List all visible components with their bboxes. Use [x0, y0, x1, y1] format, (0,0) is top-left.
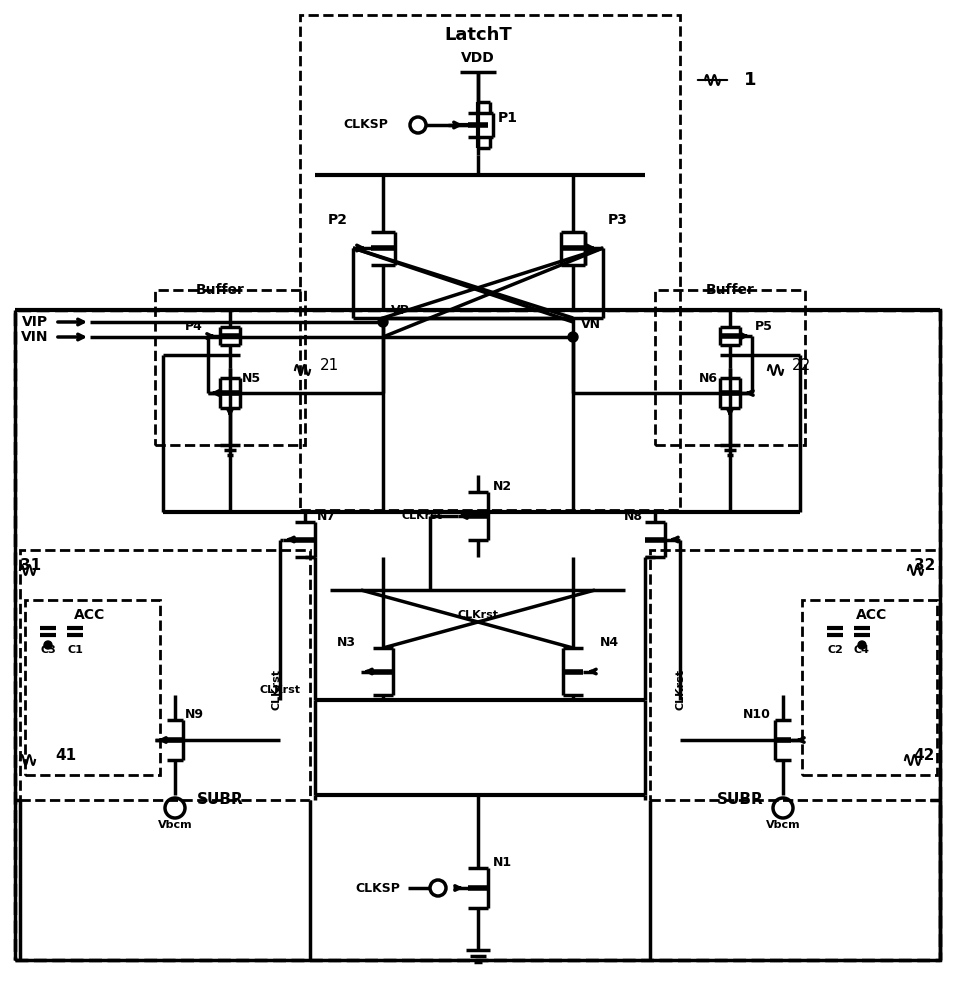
Bar: [155, 290, 305, 445]
Text: VIP: VIP: [22, 315, 48, 329]
Text: VIN: VIN: [20, 330, 48, 344]
Circle shape: [378, 317, 388, 327]
Text: N1: N1: [493, 856, 512, 869]
Text: 21: 21: [320, 358, 339, 372]
Text: C2: C2: [827, 645, 843, 655]
Text: 31: 31: [20, 558, 41, 572]
Text: 32: 32: [914, 558, 935, 572]
Text: SUBR: SUBR: [196, 792, 243, 808]
Circle shape: [568, 332, 578, 342]
Text: CLKrst: CLKrst: [259, 685, 300, 695]
Text: CLKrst: CLKrst: [272, 670, 282, 710]
Bar: [25, 600, 160, 775]
Text: VDD: VDD: [461, 51, 495, 65]
Text: C1: C1: [67, 645, 83, 655]
Bar: [650, 550, 940, 800]
Text: Vbcm: Vbcm: [158, 820, 192, 830]
Text: CLKrst: CLKrst: [402, 511, 443, 521]
Text: Buffer: Buffer: [705, 283, 754, 297]
Text: VP: VP: [391, 304, 410, 316]
Bar: [802, 600, 937, 775]
Text: CLKrst: CLKrst: [675, 670, 685, 710]
Text: C4: C4: [854, 645, 870, 655]
Text: LatchT: LatchT: [444, 26, 512, 44]
Text: CLKSP: CLKSP: [344, 118, 388, 131]
Text: N6: N6: [699, 371, 718, 384]
Text: N4: N4: [600, 637, 619, 650]
Text: SUBR: SUBR: [717, 792, 764, 808]
Text: CLKSP: CLKSP: [355, 882, 400, 894]
Text: VN: VN: [581, 318, 601, 332]
Text: 1: 1: [744, 71, 756, 89]
Text: Vbcm: Vbcm: [766, 820, 800, 830]
Bar: [655, 290, 805, 445]
Text: Buffer: Buffer: [195, 283, 244, 297]
Text: P2: P2: [328, 213, 348, 227]
Text: N3: N3: [337, 637, 356, 650]
Text: N8: N8: [624, 510, 643, 524]
Text: 42: 42: [914, 748, 935, 762]
Text: ACC: ACC: [75, 608, 105, 622]
Text: CLKrst: CLKrst: [457, 610, 499, 620]
Circle shape: [858, 641, 866, 649]
Text: P1: P1: [498, 111, 518, 125]
Text: P4: P4: [185, 320, 203, 334]
Text: N2: N2: [493, 481, 512, 493]
Text: C3: C3: [40, 645, 56, 655]
Text: ACC: ACC: [857, 608, 888, 622]
Text: N9: N9: [185, 708, 204, 722]
Text: N5: N5: [242, 371, 261, 384]
Text: P5: P5: [755, 320, 773, 334]
Bar: [300, 15, 680, 510]
Text: 22: 22: [792, 358, 812, 372]
Text: N7: N7: [317, 510, 336, 524]
Text: P3: P3: [608, 213, 628, 227]
Bar: [15, 310, 940, 960]
Text: 41: 41: [55, 748, 77, 762]
Circle shape: [44, 641, 52, 649]
Bar: [20, 550, 310, 800]
Text: N10: N10: [744, 708, 771, 722]
